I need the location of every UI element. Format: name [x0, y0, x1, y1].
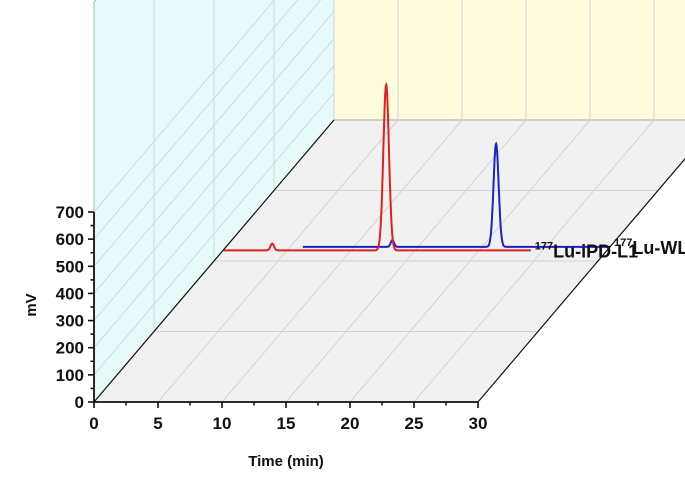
x-tick-label: 15: [277, 414, 296, 433]
series-group: [223, 81, 610, 252]
side-wall-gridline: [93, 92, 335, 376]
y-tick-label: 200: [56, 339, 84, 358]
y-tick-label: 400: [56, 284, 84, 303]
series-labels: 177Lu-WL12177Lu-iPD-L1: [535, 237, 685, 261]
y-tick-label: 500: [56, 257, 84, 276]
side-wall-gridline: [93, 0, 299, 240]
y-tick-label: 300: [56, 312, 84, 331]
side-wall-gridline: [93, 0, 322, 267]
x-tick-label: 25: [405, 414, 424, 433]
y-tick-label: 700: [56, 203, 84, 222]
y-tick-label: 100: [56, 366, 84, 385]
axes-group: [88, 119, 685, 408]
y-axis-title: mV: [23, 293, 40, 316]
series-line: [302, 141, 610, 248]
x-tick-label: 0: [89, 414, 98, 433]
depth-axis-line: [93, 119, 335, 403]
x-tick-label: 30: [469, 414, 488, 433]
floor-gridlines: [154, 119, 658, 403]
side-wall-gridline: [93, 38, 335, 321]
y-tick-label: 0: [75, 393, 84, 412]
series-label: 177Lu-WL12: [614, 237, 685, 258]
x-tick-label: 5: [153, 414, 162, 433]
x-axis-title: Time (min): [248, 453, 324, 470]
x-tick-label: 10: [213, 414, 232, 433]
series-line: [223, 81, 531, 252]
side-wall-gridline: [93, 65, 335, 349]
y-tick-label: 600: [56, 230, 84, 249]
side-wall-gridline: [93, 0, 276, 213]
x-tick-label: 20: [341, 414, 360, 433]
depth-axis-line: [477, 157, 685, 403]
side-wall-gridline: [93, 11, 335, 294]
series-label: 177Lu-iPD-L1: [535, 240, 638, 261]
